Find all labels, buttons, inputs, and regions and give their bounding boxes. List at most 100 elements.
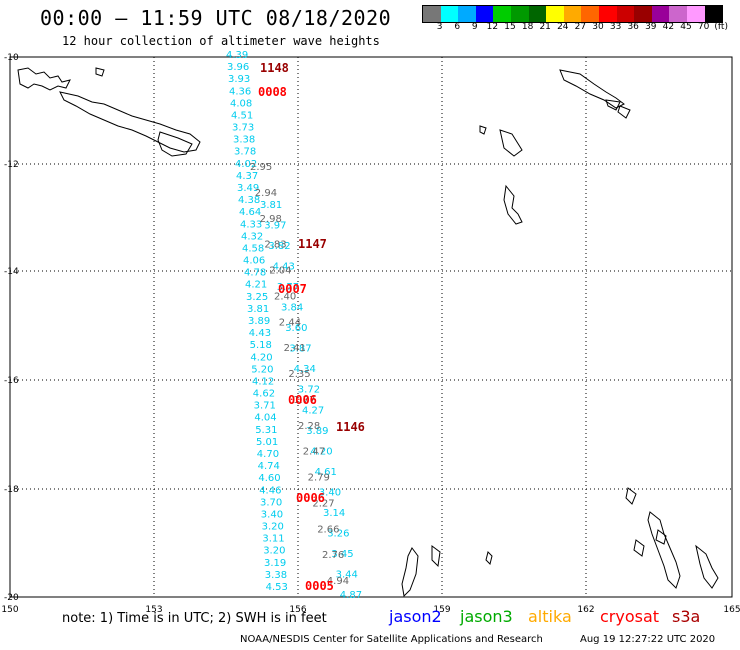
color-scale-label: 9: [471, 22, 478, 32]
swh-value: 4.78: [244, 268, 266, 279]
color-scale-label: 33: [609, 22, 622, 32]
footer-timestamp: Aug 19 12:27:22 UTC 2020: [580, 634, 716, 645]
swh-value: 4.06: [243, 256, 265, 267]
legend-item-jason2: jason2: [389, 607, 442, 626]
swh-value: 4.32: [241, 231, 263, 242]
swh-value: 4.12: [252, 376, 274, 387]
swh-value: 4.34: [294, 364, 316, 375]
swh-value: 3.87: [289, 344, 311, 355]
map-title: 00:00 – 11:59 UTC 08/18/2020: [40, 6, 392, 30]
swh-value: 3.14: [323, 508, 345, 519]
swh-value: 3.71: [254, 401, 276, 412]
color-scale-label: 42: [662, 22, 675, 32]
coastline: [655, 529, 667, 545]
coastline: [503, 184, 523, 225]
color-scale-swatch: [528, 6, 547, 22]
swh-value: 4.38: [238, 195, 260, 206]
swh-value: 3.77: [277, 282, 299, 293]
swh-value: 3.97: [264, 221, 286, 232]
coastline: [625, 487, 637, 505]
swh-value: 5.31: [255, 425, 277, 436]
color-scale-label: 24: [557, 22, 569, 32]
swh-value: 3.70: [260, 497, 282, 508]
track-time-label: 0008: [258, 85, 287, 99]
swh-value: 4.02: [235, 159, 257, 170]
swh-value: 3.26: [327, 528, 349, 539]
swh-value: 3.25: [246, 292, 268, 303]
swh-value: 2.98: [260, 214, 282, 225]
swh-value: 3.81: [247, 304, 269, 315]
color-scale-swatch: [686, 6, 705, 22]
color-scale-swatch: [563, 6, 582, 22]
swh-value: 4.87: [340, 590, 362, 601]
swh-value: 3.40: [261, 509, 283, 520]
swh-value: 5.18: [250, 340, 272, 351]
swh-value: 2.95: [250, 162, 272, 173]
color-scale-label: 70: [697, 22, 710, 32]
color-scale-label: 27: [574, 22, 587, 32]
swh-value: 2.94: [255, 188, 277, 199]
lon-tick-label: 165: [723, 605, 740, 615]
swh-value: 3.40: [319, 487, 341, 498]
coastline: [605, 99, 621, 111]
swh-value: 3.20: [263, 546, 285, 557]
swh-value: 2.66: [317, 524, 339, 535]
swh-value: 4.27: [302, 405, 324, 416]
swh-value: 3.96: [227, 62, 249, 73]
swh-value: 4.36: [229, 86, 251, 97]
swh-value: 2.41: [284, 343, 306, 354]
swh-value: 2.27: [312, 498, 334, 509]
coastline: [17, 67, 71, 91]
color-scale-label: 6: [454, 22, 461, 32]
coastline: [479, 125, 487, 135]
swh-value: 3.89: [306, 426, 328, 437]
color-scale-label: 36: [627, 22, 639, 32]
lon-tick-label: 156: [289, 605, 306, 615]
swh-value: 2.04: [269, 266, 291, 277]
color-scale-label: 3: [436, 22, 443, 32]
swh-value: 4.94: [327, 576, 349, 587]
color-scale-swatch: [440, 6, 459, 22]
swh-value: 4.46: [259, 485, 281, 496]
swh-value: 4.62: [253, 389, 275, 400]
swh-value: 2.28: [298, 421, 320, 432]
coastline: [431, 545, 441, 568]
swh-value: 3.84: [281, 303, 303, 314]
track-time-label: 1146: [336, 420, 365, 434]
coastline: [633, 539, 645, 557]
color-scale-label: 12: [486, 22, 499, 32]
swh-value: 4.53: [266, 582, 288, 593]
footer-credit: NOAA/NESDIS Center for Satellite Applica…: [240, 634, 543, 645]
swh-value: 3.60: [285, 323, 307, 334]
swh-value: 5.01: [256, 437, 278, 448]
color-scale-label: 39: [645, 22, 657, 32]
swh-value: 4.21: [245, 280, 267, 291]
color-scale-swatch: [475, 6, 494, 22]
track-time-label: 0005: [305, 579, 334, 593]
lon-tick-label: 159: [433, 605, 450, 615]
lon-tick-label: 162: [577, 605, 594, 615]
color-scale-bar: [422, 5, 724, 23]
swh-value: 3.78: [234, 147, 256, 158]
coastline: [617, 105, 631, 119]
swh-value: 4.04: [254, 413, 276, 424]
swh-value: 3.72: [298, 385, 320, 396]
track-time-label: 0006: [296, 491, 325, 505]
swh-value: 2.44: [279, 317, 301, 328]
note-text: note: 1) Time is in UTC; 2) SWH is in fe…: [62, 611, 327, 626]
coastline: [559, 69, 625, 109]
swh-value: 4.74: [258, 461, 280, 472]
legend-item-cryosat: cryosat: [600, 607, 660, 626]
swh-value: 4.58: [242, 243, 264, 254]
swh-value: 2.47: [303, 447, 325, 458]
swh-value: 4.51: [231, 110, 253, 121]
swh-value: 4.08: [230, 98, 252, 109]
color-scale-label: 30: [592, 22, 604, 32]
swh-value: 4.37: [236, 171, 258, 182]
swh-value: 4.60: [258, 473, 280, 484]
swh-value: 2.76: [322, 550, 344, 561]
color-scale-labels: 3 6 9 12 15 18 21 24 27 30 33 36 39 42 45 70 (ft): [422, 22, 732, 34]
coastline: [695, 544, 719, 589]
legend-item-s3a: s3a: [672, 607, 701, 626]
